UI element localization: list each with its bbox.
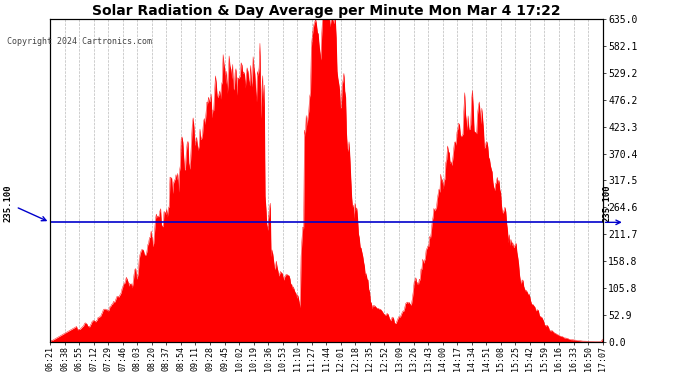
- Text: 235.100: 235.100: [602, 185, 611, 222]
- Text: 235.100: 235.100: [4, 185, 46, 222]
- Text: Copyright 2024 Cartronics.com: Copyright 2024 Cartronics.com: [7, 38, 152, 46]
- Title: Solar Radiation & Day Average per Minute Mon Mar 4 17:22: Solar Radiation & Day Average per Minute…: [92, 4, 561, 18]
